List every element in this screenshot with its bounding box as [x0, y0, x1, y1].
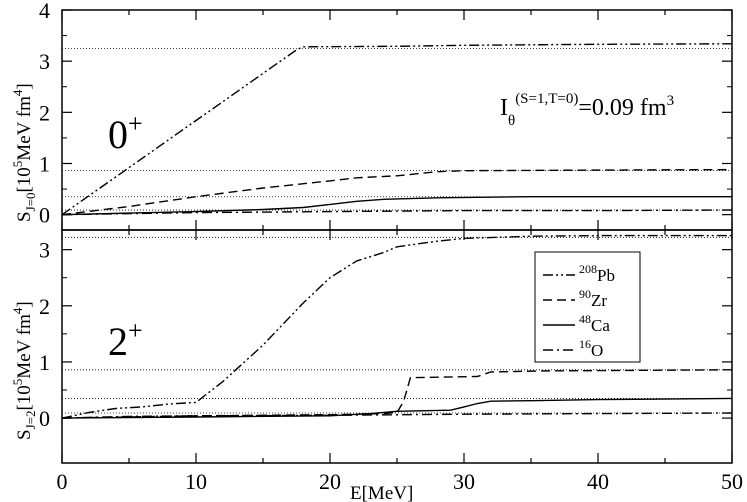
- x-tick-label: 50: [721, 469, 743, 494]
- y-tick-label: 4: [39, 0, 50, 23]
- y-tick-label: 0: [39, 203, 50, 228]
- x-tick-label: 0: [57, 469, 68, 494]
- legend-label-pb: 208Pb: [579, 262, 615, 285]
- series-line-zr: [62, 168, 732, 216]
- series-line-pb: [62, 43, 732, 216]
- y-tick-label: 1: [39, 350, 50, 375]
- formula-annotation: Iθ(S=1,T=0)=0.09 fm3: [500, 91, 674, 129]
- legend-label-o: 16O: [579, 337, 603, 360]
- y-tick-label: 3: [39, 49, 50, 74]
- series-line-o: [62, 412, 732, 419]
- panel-top-annotation: 0+: [108, 109, 143, 157]
- x-tick-label: 20: [319, 469, 341, 494]
- y-tick-label: 2: [39, 100, 50, 125]
- legend-label-zr: 90Zr: [579, 287, 607, 310]
- y-tick-label: 2: [39, 294, 50, 319]
- y-tick-label: 1: [39, 151, 50, 176]
- y-tick-label: 0: [39, 406, 50, 431]
- panel-top-ylabel: SJ=0[105MeV fm4]: [10, 83, 38, 222]
- legend-label-ca: 48Ca: [579, 312, 610, 335]
- series-line-pb: [62, 234, 732, 419]
- x-tick-label: 30: [453, 469, 475, 494]
- series-line-o: [62, 209, 732, 216]
- series-line-ca: [62, 196, 732, 216]
- x-tick-label: 40: [587, 469, 609, 494]
- x-tick-label: 10: [185, 469, 207, 494]
- y-tick-label: 3: [39, 238, 50, 263]
- legend-box: [534, 251, 641, 363]
- panel-bottom-annotation: 2+: [108, 316, 143, 364]
- panel-bottom-ylabel: SJ=2[105MeV fm4]: [10, 301, 38, 440]
- panel-bottom-xlabel: E[MeV]: [350, 483, 413, 502]
- panel-top: 0 1 2 3 4 0+ Iθ(S=1,T=0)=0.09 fm3 SJ=0[105Me…: [10, 0, 733, 231]
